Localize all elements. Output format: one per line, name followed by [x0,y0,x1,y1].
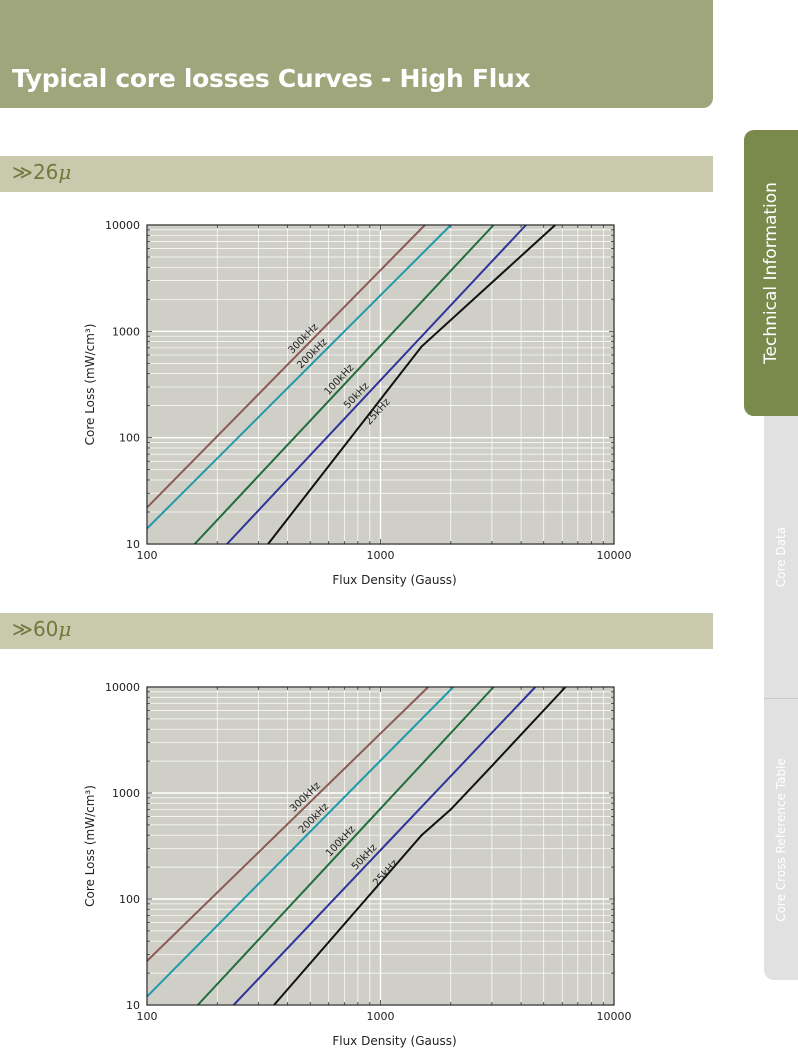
series-line-200kHz [146,224,452,530]
section-bar-26: ≫26μ [0,156,713,192]
tab-technical-information[interactable]: Technical Information [744,130,798,416]
mu-symbol: μ [58,160,72,184]
x-tick-label: 100 [137,549,158,562]
x-tick-label: 10000 [597,549,632,562]
tab-core-cross-reference-table[interactable]: Core Cross Reference Table [764,699,798,980]
series-line-200kHz [146,686,455,998]
series-line-50kHz [226,224,527,545]
mu-symbol: μ [58,617,72,641]
y-tick-label: 10 [126,538,140,551]
series-line-300kHz [146,686,429,962]
y-tick-label: 1000 [112,787,140,800]
y-axis-label: Core Loss (mW/cm³) [83,785,97,907]
x-axis-label: Flux Density (Gauss) [332,1034,456,1048]
x-tick-label: 1000 [367,549,395,562]
series-line-100kHz [193,224,495,545]
tab-label: Technical Information [761,182,781,364]
page-title: Typical core losses Curves - High Flux [12,64,531,93]
series-line-300kHz [146,224,426,509]
y-axis-label: Core Loss (mW/cm³) [83,324,97,446]
y-tick-label: 1000 [112,325,140,338]
tab-core-data[interactable]: Core Data [764,416,798,698]
y-tick-label: 10000 [105,219,140,232]
plot-frame [146,686,615,1006]
y-tick-label: 10000 [105,681,140,694]
section-label-60: ≫60μ [12,617,71,641]
y-tick-label: 10 [126,999,140,1012]
x-tick-label: 10000 [597,1010,632,1023]
side-tabs: Technical Information Core Data Core Cro… [744,130,798,980]
y-tick-label: 100 [119,893,140,906]
header-band: Typical core losses Curves - High Flux [0,0,713,108]
x-tick-label: 1000 [367,1010,395,1023]
series-line-25kHz [267,224,556,545]
tab-label: Core Cross Reference Table [774,757,789,922]
section-label-value: ≫26 [12,160,59,184]
chart-60: 300kHz 200kHz 100kHz 50kHz 25kHz 100 1000 10000… [0,660,713,1060]
series-line-25kHz [273,686,567,1006]
x-tick-label: 100 [137,1010,158,1023]
section-bar-60: ≫60μ [0,613,713,649]
plot-frame [146,224,615,545]
series-line-50kHz [232,686,537,1006]
section-label-value: ≫60 [12,617,59,641]
y-tick-label: 100 [119,432,140,445]
tab-label: Core Data [774,526,788,588]
series-line-100kHz [197,686,495,1006]
tab-divider [764,698,798,699]
chart-26: 300kHz 200kHz 100kHz 50kHz 25kHz 100 1000 10000… [0,200,713,600]
x-axis-label: Flux Density (Gauss) [332,573,456,587]
section-label-26: ≫26μ [12,160,71,184]
